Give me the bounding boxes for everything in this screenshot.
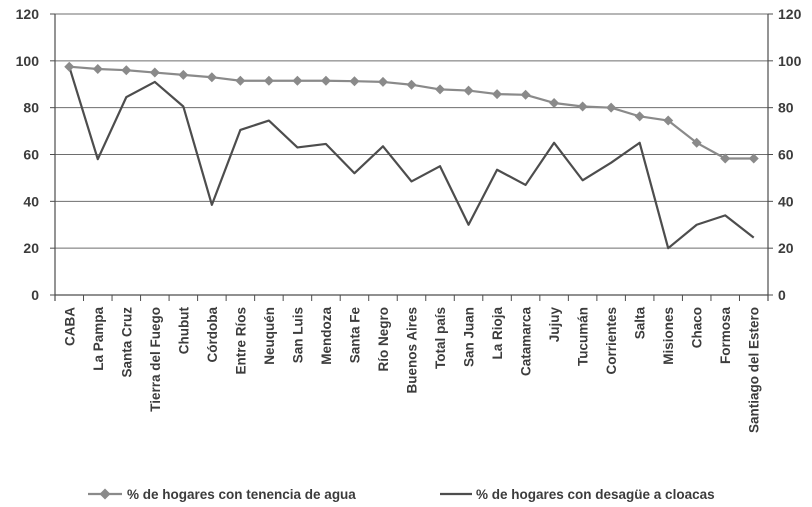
y-axis-right-labels: 0 20 40 60 80 100 120 xyxy=(778,6,802,303)
data-point-marker xyxy=(463,85,474,96)
y-tick-label-left: 40 xyxy=(23,193,39,209)
data-point-marker xyxy=(634,111,645,122)
data-point-marker xyxy=(748,153,759,164)
y-tick-label-left: 0 xyxy=(31,287,39,303)
axes xyxy=(50,13,773,301)
x-tick-label: San Juan xyxy=(462,307,477,367)
y-tick-label-left: 60 xyxy=(23,147,39,163)
data-point-marker xyxy=(263,75,274,86)
data-point-marker xyxy=(349,76,360,87)
x-tick-label: San Luis xyxy=(290,307,305,363)
y-tick-label-right: 0 xyxy=(778,287,786,303)
x-tick-label: Chaco xyxy=(690,307,705,348)
data-point-marker xyxy=(92,64,103,75)
legend-item-sewer: % de hogares con desagüe a cloacas xyxy=(440,487,715,502)
data-point-marker xyxy=(720,153,731,164)
x-tick-label: Mendoza xyxy=(319,307,334,365)
x-tick-label: Tierra del Fuego xyxy=(148,307,163,412)
data-point-marker xyxy=(178,69,189,80)
data-point-marker xyxy=(64,61,75,72)
gridlines xyxy=(55,13,768,249)
x-tick-label: Total país xyxy=(433,307,448,369)
series-line-1 xyxy=(68,66,755,250)
y-tick-label-right: 80 xyxy=(778,100,794,116)
data-point-marker xyxy=(691,137,702,148)
data-point-marker xyxy=(435,84,446,95)
y-tick-label-right: 20 xyxy=(778,240,794,256)
legend-item-water: % de hogares con tenencia de agua xyxy=(88,487,356,502)
x-tick-label: Salta xyxy=(633,307,648,340)
legend-label-sewer: % de hogares con desagüe a cloacas xyxy=(476,487,715,502)
x-tick-label: Misiones xyxy=(661,307,676,365)
data-point-marker xyxy=(577,101,588,112)
y-tick-label-left: 100 xyxy=(16,53,40,69)
y-tick-label-right: 100 xyxy=(778,53,802,69)
data-point-marker xyxy=(406,79,417,90)
x-tick-label: Corrientes xyxy=(604,307,619,375)
x-tick-label: Santiago del Estero xyxy=(747,307,762,433)
x-tick-label: Entre Ríos xyxy=(233,307,248,375)
data-point-marker xyxy=(206,72,217,83)
x-tick-label: Jujuy xyxy=(547,307,562,343)
data-point-marker xyxy=(549,97,560,108)
y-tick-label-right: 40 xyxy=(778,193,794,209)
x-tick-label: Catamarca xyxy=(519,307,534,377)
data-point-marker xyxy=(377,76,388,87)
x-tick-label: Chubut xyxy=(176,306,191,354)
y-tick-label-right: 120 xyxy=(778,6,802,22)
y-tick-label-left: 80 xyxy=(23,100,39,116)
x-tick-label: La Rioja xyxy=(490,307,505,360)
x-axis-category-labels: CABA La Pampa Santa Cruz Tierra del Fuego Ch… xyxy=(62,306,761,433)
x-tick-label: Neuquén xyxy=(262,307,277,365)
data-point-marker xyxy=(606,102,617,113)
y-tick-label-left: 120 xyxy=(16,6,40,22)
y-tick-label-right: 60 xyxy=(778,147,794,163)
data-point-marker xyxy=(292,75,303,86)
data-point-marker xyxy=(149,67,160,78)
x-tick-label: Río Negro xyxy=(376,307,391,372)
x-tick-label: Formosa xyxy=(718,307,733,365)
x-tick-label: CABA xyxy=(62,307,77,346)
x-tick-label: Santa Fe xyxy=(347,307,362,364)
x-tick-label: Córdoba xyxy=(205,307,220,363)
data-point-marker xyxy=(492,89,503,100)
x-tick-label: La Pampa xyxy=(91,307,106,371)
x-tick-label: Santa Cruz xyxy=(119,307,134,378)
data-point-marker xyxy=(121,65,132,76)
legend: % de hogares con tenencia de agua % de h… xyxy=(88,487,715,502)
series-group xyxy=(64,61,759,250)
data-point-marker xyxy=(320,75,331,86)
x-tick-label: Buenos Aires xyxy=(405,307,420,394)
y-tick-label-left: 20 xyxy=(23,240,39,256)
y-axis-left-labels: 0 20 40 60 80 100 120 xyxy=(16,6,40,303)
x-tick-label: Tucumán xyxy=(576,307,591,366)
legend-diamond-marker-icon xyxy=(99,488,111,500)
data-point-marker xyxy=(235,75,246,86)
legend-label-water: % de hogares con tenencia de agua xyxy=(127,487,356,502)
data-point-marker xyxy=(663,115,674,126)
data-point-marker xyxy=(520,89,531,100)
